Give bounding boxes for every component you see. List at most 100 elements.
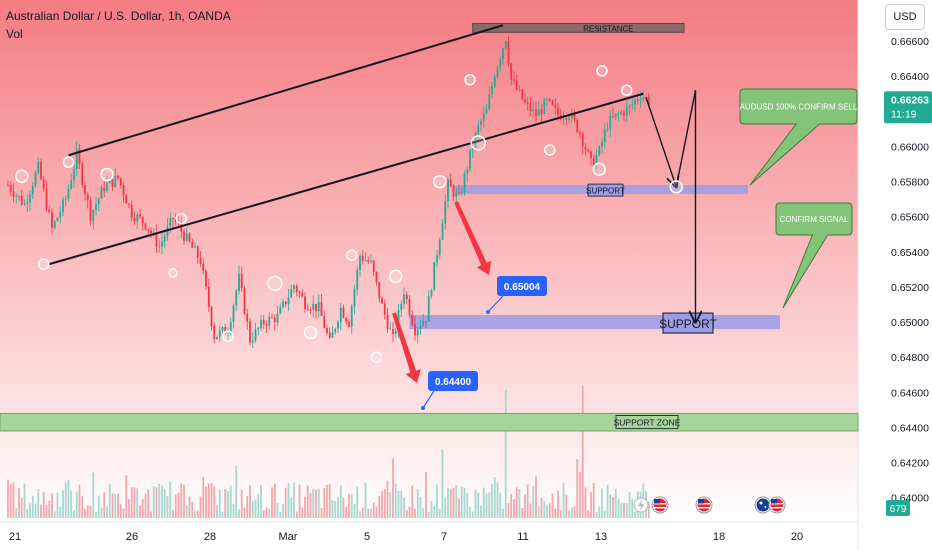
candle-body: [161, 241, 163, 247]
volume-bar: [482, 487, 485, 518]
volume-bar: [114, 493, 117, 518]
candle-body: [405, 294, 408, 300]
flag-stripe: [654, 507, 666, 509]
volume-bar: [381, 491, 383, 518]
volume-bar: [595, 511, 598, 518]
candle-body: [529, 103, 532, 112]
swing-point-marker: [267, 275, 283, 292]
candle-body: [518, 89, 521, 91]
volume-bar: [282, 503, 284, 518]
candle-body: [139, 214, 141, 217]
candle-body: [562, 118, 565, 120]
volume-bar: [477, 492, 480, 518]
candle-body: [183, 231, 185, 241]
support-main-band[interactable]: [409, 315, 781, 330]
forecast-path-segment[interactable]: [645, 97, 676, 187]
candle-body: [579, 132, 581, 134]
volume-bar: [141, 499, 144, 518]
candle-body: [246, 313, 249, 322]
swing-point-marker: [38, 258, 50, 270]
price-label-anchor: [421, 406, 425, 410]
candle-body: [23, 203, 26, 205]
price-label-callout[interactable]: 0.64400: [421, 371, 478, 410]
candle-body: [48, 209, 51, 212]
candle-body: [510, 63, 513, 80]
candle-body: [265, 324, 268, 326]
volume-bar: [221, 511, 224, 518]
us-flag-icon[interactable]: [651, 496, 669, 514]
candle-body: [504, 41, 507, 49]
callout-bubble[interactable]: AUDUSD 100% CONFIRM SELL: [739, 88, 858, 186]
au-flag-icon[interactable]: [754, 496, 772, 514]
volume-bar: [312, 488, 315, 518]
candle-body: [205, 270, 207, 287]
symbol-title[interactable]: Australian Dollar / U.S. Dollar, 1h, OAN…: [6, 9, 231, 23]
time-tick-label: 20: [791, 531, 803, 543]
support-zone-band[interactable]: [0, 412, 859, 432]
us-flag-icon[interactable]: [768, 496, 786, 514]
candle-body: [174, 219, 177, 222]
candle-body: [227, 333, 229, 335]
volume-bar: [133, 487, 136, 518]
volume-value: 679: [890, 504, 907, 515]
volume-bar: [31, 495, 34, 518]
candle-body: [18, 195, 20, 197]
candle-body: [315, 303, 317, 312]
candle-body: [86, 194, 89, 201]
volume-bar: [166, 496, 169, 518]
price-tick-label: 0.66000: [891, 141, 929, 153]
time-axis[interactable]: 21 26 28 Mar 5 7 11 13 18 20: [9, 531, 803, 543]
volume-bar: [232, 504, 235, 518]
price-label-callout[interactable]: 0.65004: [486, 276, 547, 314]
last-price-badge[interactable]: [884, 91, 932, 124]
volume-bar: [320, 507, 323, 518]
candle-body: [166, 226, 169, 237]
volume-bar: [235, 465, 238, 518]
candle-body: [590, 151, 592, 159]
volume-indicator-label[interactable]: Vol: [6, 27, 23, 41]
volume-bar: [136, 488, 139, 518]
volume-bar: [304, 496, 306, 518]
volume-bar: [620, 502, 623, 518]
volume-bar: [361, 507, 364, 518]
us-flag-icon[interactable]: [695, 496, 713, 514]
candle-body: [543, 99, 546, 114]
volume-bar: [614, 488, 617, 518]
volume-histogram: [7, 386, 650, 518]
time-tick-label: 18: [713, 531, 725, 543]
candle-body: [331, 332, 334, 338]
price-tick-label: 0.65400: [891, 247, 929, 259]
volume-bar: [81, 496, 84, 518]
resistance-band[interactable]: [472, 23, 685, 33]
channel-trendline[interactable]: [68, 24, 504, 157]
currency-button[interactable]: USD: [885, 4, 925, 30]
volume-bar: [612, 497, 614, 518]
candle-body: [7, 185, 9, 186]
candle-body: [78, 149, 81, 165]
candle-body: [37, 161, 40, 173]
volume-bar: [617, 498, 620, 518]
price-label-leader: [422, 390, 435, 409]
volume-bar: [394, 483, 397, 518]
candle-body: [353, 289, 356, 307]
candle-body: [471, 148, 474, 150]
time-tick-label: 26: [126, 531, 138, 543]
flag-canton: [771, 499, 777, 504]
forecast-path-segment[interactable]: [675, 90, 697, 187]
volume-bar: [122, 508, 125, 518]
volume-bar: [172, 509, 174, 518]
price-axis[interactable]: 0.666000.664000.662000.660000.658000.656…: [884, 36, 932, 516]
candle-body: [526, 102, 529, 104]
zones-layer: SUPPORT ZONE SUPPORT SUPPORT RESISTANCE: [0, 23, 859, 432]
channel-trendline[interactable]: [48, 92, 644, 266]
callout-bubble[interactable]: CONFIRM SIGNAL: [775, 202, 853, 309]
candle-body: [251, 340, 254, 343]
candle-body: [89, 200, 92, 222]
volume-bar: [257, 494, 260, 518]
volume-bar: [279, 511, 282, 518]
support-upper-label-box: [587, 183, 624, 197]
volume-bar: [392, 458, 394, 518]
volume-bar: [177, 492, 180, 518]
volume-bar: [510, 493, 513, 518]
